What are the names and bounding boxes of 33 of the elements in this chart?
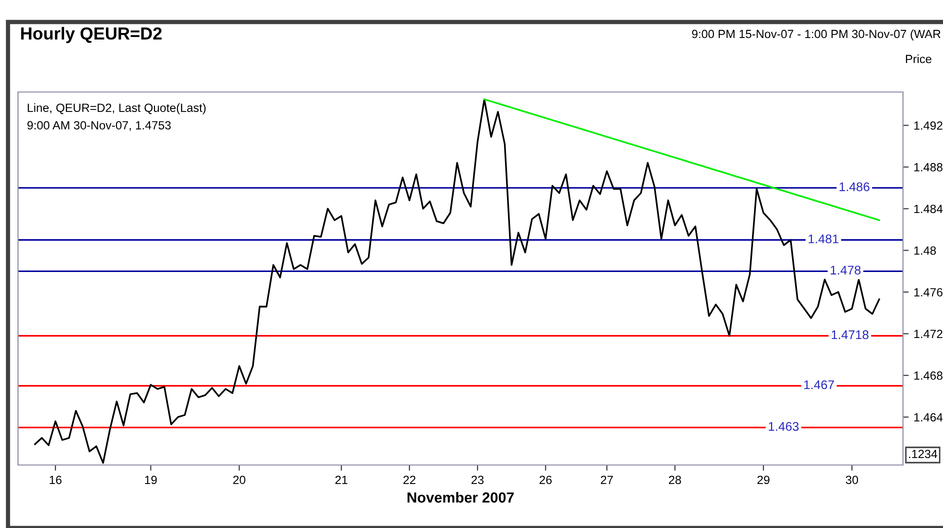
y-tick-label: 1.476 <box>914 288 942 296</box>
x-tick-label: 20 <box>233 476 246 484</box>
y-tick-label: 1.464 <box>914 413 943 422</box>
x-tick-label: 28 <box>668 476 681 484</box>
x-tick-label: 26 <box>540 476 552 484</box>
ref-line-label: 1.481 <box>808 234 838 244</box>
y-tick-label: 1.484 <box>914 204 943 214</box>
x-tick-label: 30 <box>846 476 858 484</box>
x-tick-label: 29 <box>757 476 770 484</box>
text: .1234 <box>909 450 938 458</box>
y-axis-title: Price <box>906 54 932 64</box>
y-tick-label: 1.488 <box>914 163 942 172</box>
y-tick-label: 1.492 <box>914 121 942 130</box>
x-tick-label: 19 <box>145 476 157 484</box>
ref-line-label: 1.478 <box>830 266 861 275</box>
y-tick-label: 1.468 <box>914 371 942 380</box>
y-tick-label: 1.48 <box>914 246 936 255</box>
annotation: 9:00 AM 30-Nov-07, 1.4753 <box>27 121 171 131</box>
ref-line-label: 1.463 <box>768 422 799 431</box>
line-series <box>483 98 880 221</box>
annotation: Line, QEUR=D2, Last Quote(Last) <box>28 103 206 114</box>
x-tick-label: 16 <box>50 476 62 484</box>
x-tick-label: 27 <box>600 476 613 484</box>
ref-line-label: 1.486 <box>840 182 870 192</box>
ref-line-label: 1.467 <box>804 380 834 390</box>
chart-title: Hourly QEUR=D2 <box>21 26 162 44</box>
ref-line-label: 1.4718 <box>832 330 868 340</box>
x-axis-title: November 2007 <box>408 492 514 503</box>
x-tick-label: 23 <box>472 476 484 484</box>
y-tick-label: 1.472 <box>914 330 942 338</box>
x-tick-label: 21 <box>335 476 348 484</box>
x-tick-label: 22 <box>403 476 416 484</box>
chart-subtitle: 9:00 PM 15-Nov-07 - 1:00 PM 30-Nov-07 (WAR <box>692 30 940 40</box>
